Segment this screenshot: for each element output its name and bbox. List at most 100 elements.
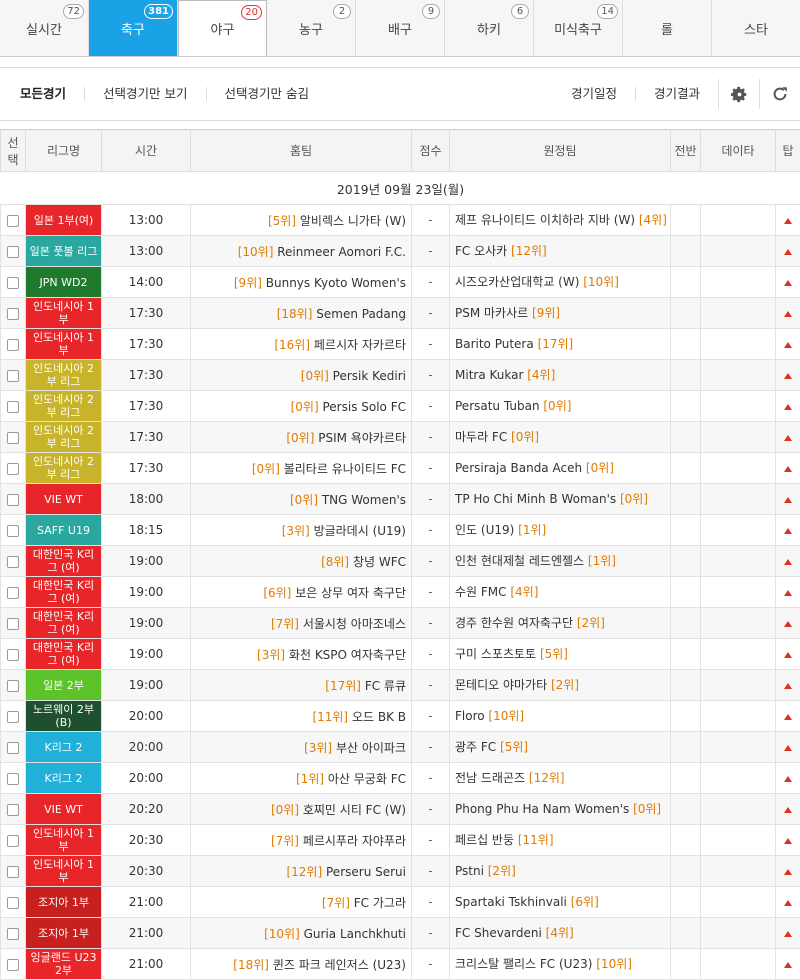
league-badge[interactable]: SAFF U19 [26, 515, 102, 546]
select-checkbox[interactable] [7, 308, 19, 320]
data-cell[interactable] [701, 515, 776, 546]
home-team[interactable]: [10위] Reinmeer Aomori F.C. [191, 236, 412, 267]
tip-cell[interactable] [776, 732, 800, 763]
select-checkbox[interactable] [7, 463, 19, 475]
data-cell[interactable] [701, 391, 776, 422]
select-checkbox[interactable] [7, 742, 19, 754]
select-checkbox[interactable] [7, 401, 19, 413]
home-team[interactable]: [7위] 페르시푸라 자야푸라 [191, 825, 412, 856]
league-badge[interactable]: K리그 2 [26, 732, 102, 763]
select-checkbox[interactable] [7, 649, 19, 661]
away-team[interactable]: 몬테디오 야마가타 [2위] [450, 670, 671, 701]
data-cell[interactable] [701, 732, 776, 763]
home-team[interactable]: [0위] TNG Women's [191, 484, 412, 515]
tip-cell[interactable] [776, 422, 800, 453]
table-row[interactable]: 대한민국 K리그 (여)19:00[3위] 화천 KSPO 여자축구단-구미 스… [1, 639, 800, 670]
select-checkbox[interactable] [7, 618, 19, 630]
select-checkbox[interactable] [7, 339, 19, 351]
league-badge[interactable]: 일본 1부(여) [26, 205, 102, 236]
data-cell[interactable] [701, 267, 776, 298]
home-team[interactable]: [7위] 서울시청 아마조네스 [191, 608, 412, 639]
away-team[interactable]: Pstni [2위] [450, 856, 671, 887]
home-team[interactable]: [11위] 오드 BK B [191, 701, 412, 732]
data-cell[interactable] [701, 329, 776, 360]
league-badge[interactable]: 인도네시아 1부 [26, 298, 102, 329]
data-cell[interactable] [701, 205, 776, 236]
select-checkbox[interactable] [7, 432, 19, 444]
tip-cell[interactable] [776, 701, 800, 732]
home-team[interactable]: [3위] 방글라데시 (U19) [191, 515, 412, 546]
tab-7[interactable]: 롤 [623, 0, 712, 56]
home-team[interactable]: [5위] 알비렉스 니가타 (W) [191, 205, 412, 236]
away-team[interactable]: TP Ho Chi Minh B Woman's [0위] [450, 484, 671, 515]
away-team[interactable]: 인도 (U19) [1위] [450, 515, 671, 546]
league-badge[interactable]: VIE WT [26, 484, 102, 515]
schedule-link[interactable]: 경기일정 [553, 87, 635, 101]
data-cell[interactable] [701, 484, 776, 515]
home-team[interactable]: [0위] Persik Kediri [191, 360, 412, 391]
select-checkbox[interactable] [7, 866, 19, 878]
select-checkbox[interactable] [7, 680, 19, 692]
league-badge[interactable]: JPN WD2 [26, 267, 102, 298]
away-team[interactable]: 제프 유나이티드 이치하라 지바 (W) [4위] [450, 205, 671, 236]
select-checkbox[interactable] [7, 711, 19, 723]
league-badge[interactable]: 조지아 1부 [26, 918, 102, 949]
away-team[interactable]: 구미 스포츠토토 [5위] [450, 639, 671, 670]
table-row[interactable]: 대한민국 K리그 (여)19:00[7위] 서울시청 아마조네스-경주 한수원 … [1, 608, 800, 639]
away-team[interactable]: 크리스탈 팰리스 FC (U23) [10위] [450, 949, 671, 980]
home-team[interactable]: [3위] 화천 KSPO 여자축구단 [191, 639, 412, 670]
data-cell[interactable] [701, 639, 776, 670]
data-cell[interactable] [701, 701, 776, 732]
league-badge[interactable]: 일본 2부 [26, 670, 102, 701]
data-cell[interactable] [701, 608, 776, 639]
select-checkbox[interactable] [7, 556, 19, 568]
away-team[interactable]: Phong Phu Ha Nam Women's [0위] [450, 794, 671, 825]
home-team[interactable]: [1위] 아산 무궁화 FC [191, 763, 412, 794]
league-badge[interactable]: 인도네시아 1부 [26, 825, 102, 856]
select-checkbox[interactable] [7, 494, 19, 506]
data-cell[interactable] [701, 887, 776, 918]
league-badge[interactable]: 조지아 1부 [26, 887, 102, 918]
data-cell[interactable] [701, 670, 776, 701]
data-cell[interactable] [701, 360, 776, 391]
home-team[interactable]: [8위] 창녕 WFC [191, 546, 412, 577]
tip-cell[interactable] [776, 608, 800, 639]
league-badge[interactable]: 인도네시아 2부 리그 [26, 422, 102, 453]
select-checkbox[interactable] [7, 215, 19, 227]
home-team[interactable]: [0위] Persis Solo FC [191, 391, 412, 422]
tip-cell[interactable] [776, 298, 800, 329]
home-team[interactable]: [0위] 볼리타르 유나이티드 FC [191, 453, 412, 484]
league-badge[interactable]: 대한민국 K리그 (여) [26, 577, 102, 608]
home-team[interactable]: [10위] Guria Lanchkhuti [191, 918, 412, 949]
tip-cell[interactable] [776, 670, 800, 701]
away-team[interactable]: 전남 드래곤즈 [12위] [450, 763, 671, 794]
away-team[interactable]: FC 오사카 [12위] [450, 236, 671, 267]
away-team[interactable]: Spartaki Tskhinvali [6위] [450, 887, 671, 918]
league-badge[interactable]: K리그 2 [26, 763, 102, 794]
table-row[interactable]: 일본 1부(여)13:00[5위] 알비렉스 니가타 (W)-제프 유나이티드 … [1, 205, 800, 236]
league-badge[interactable]: VIE WT [26, 794, 102, 825]
data-cell[interactable] [701, 577, 776, 608]
league-badge[interactable]: 노르웨이 2부(B) [26, 701, 102, 732]
home-team[interactable]: [0위] 호찌민 시티 FC (W) [191, 794, 412, 825]
league-badge[interactable]: 대한민국 K리그 (여) [26, 546, 102, 577]
data-cell[interactable] [701, 236, 776, 267]
select-checkbox[interactable] [7, 897, 19, 909]
away-team[interactable]: 광주 FC [5위] [450, 732, 671, 763]
league-badge[interactable]: 잉글랜드 U23 2부 [26, 949, 102, 980]
tip-cell[interactable] [776, 236, 800, 267]
tip-cell[interactable] [776, 825, 800, 856]
home-team[interactable]: [6위] 보은 상무 여자 축구단 [191, 577, 412, 608]
